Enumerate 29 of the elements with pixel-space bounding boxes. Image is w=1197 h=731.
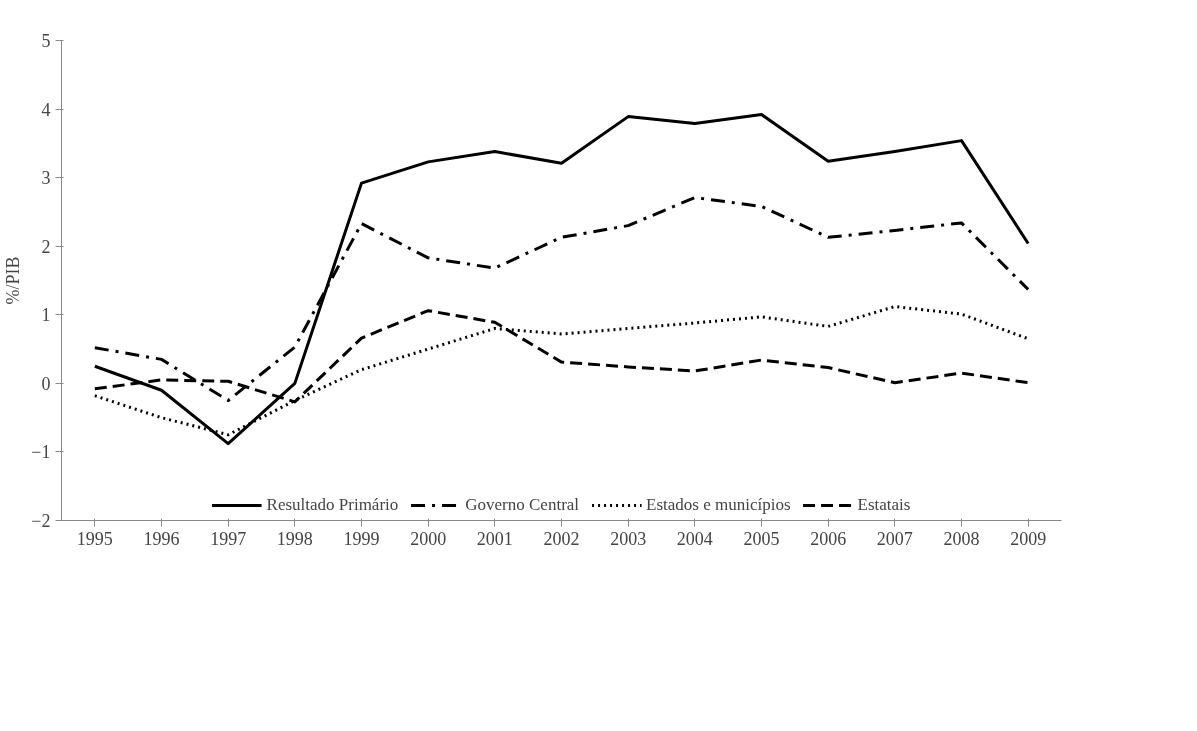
x-tick-label: 2004 [676, 528, 713, 549]
x-tick-label: 2006 [810, 528, 847, 549]
legend-label: Estatais [857, 495, 911, 515]
x-tick-label: 2007 [876, 528, 913, 549]
y-tick-label: 2 [41, 236, 51, 257]
y-tick-label: 3 [41, 168, 51, 189]
y-tick-label: −1 [31, 442, 51, 463]
x-tick-label: 2005 [743, 528, 780, 549]
x-tick-label: 2003 [610, 528, 647, 549]
x-tick-label: 1998 [276, 528, 313, 549]
x-tick-label: 1999 [343, 528, 380, 549]
x-tick-label: 2001 [476, 528, 513, 549]
line-series [93, 113, 1030, 446]
y-axis-title: %/PIB [3, 256, 24, 305]
y-tick-label: −2 [31, 511, 51, 531]
y-tick-label: 5 [41, 31, 51, 51]
legend-label: Resultado Primário [266, 495, 399, 515]
x-tick-label: 2009 [1010, 528, 1047, 549]
x-tick-label: 1996 [143, 528, 180, 549]
legend-label: Governo Central [465, 495, 580, 515]
legend-label: Estados e municípios [646, 495, 791, 515]
x-tick-label: 1997 [210, 528, 247, 549]
x-tick-label: 2008 [943, 528, 980, 549]
x-tick-label: 2000 [410, 528, 447, 549]
x-tick-label: 2002 [543, 528, 580, 549]
x-tick-label: 1995 [76, 528, 113, 549]
y-tick-label: 1 [41, 305, 51, 326]
y-tick-label: 4 [41, 99, 51, 120]
y-tick-label: 0 [41, 373, 51, 394]
